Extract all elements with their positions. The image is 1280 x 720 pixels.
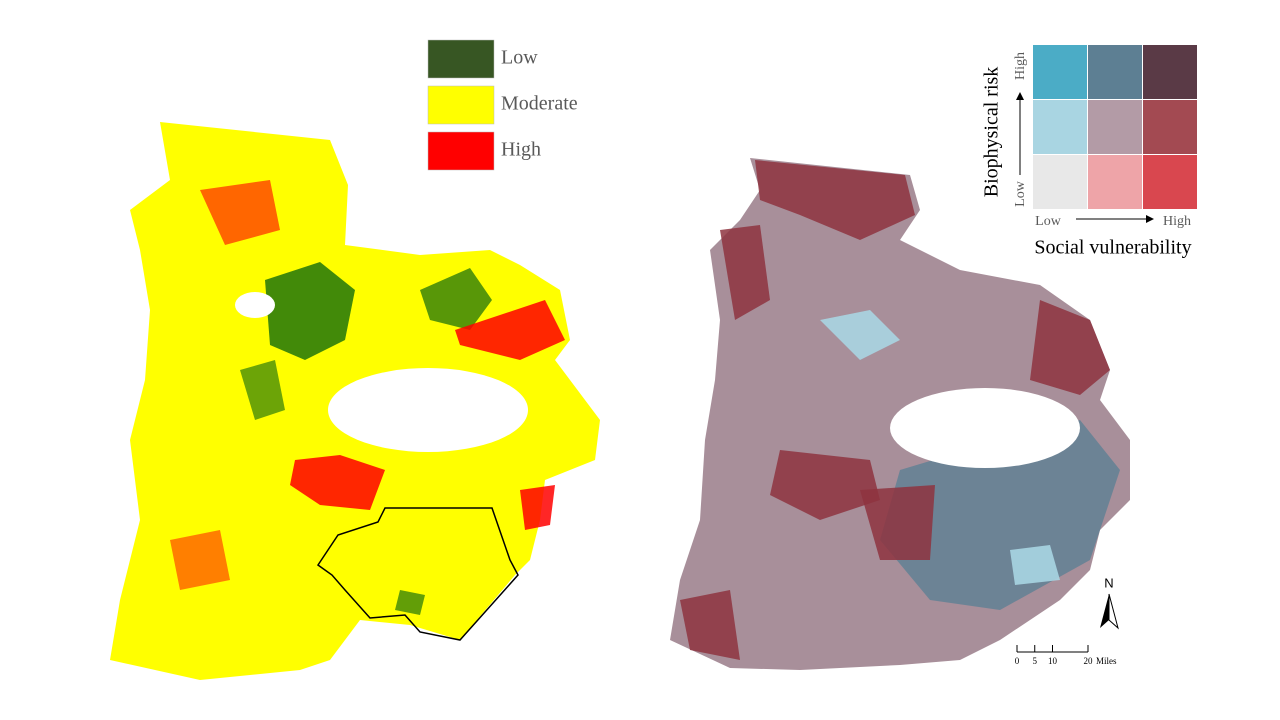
light-blue-area <box>820 310 900 360</box>
high-area <box>290 455 385 510</box>
lake <box>328 368 528 452</box>
legend-label: Moderate <box>501 93 578 115</box>
legend-swatch <box>427 131 495 171</box>
scale-label: 10 <box>1048 656 1058 666</box>
high-area <box>170 530 230 590</box>
low-area <box>420 268 492 330</box>
bivariate-legend: Biophysical risk High Low Low High Social vul… <box>981 45 1197 259</box>
high-area <box>200 180 280 245</box>
scale-bar: 0 5 10 20 Miles <box>1015 645 1117 666</box>
arrow-shape <box>1100 594 1109 628</box>
bivariate-cell <box>1143 155 1197 209</box>
bivariate-cell <box>1033 45 1087 99</box>
blue-area <box>880 420 1120 610</box>
scale-label: 20 <box>1084 656 1094 666</box>
red-area <box>860 485 935 560</box>
bivariate-cell <box>1143 45 1197 99</box>
bivariate-cell <box>1088 45 1142 99</box>
north-label: N <box>1104 575 1113 590</box>
scale-label: 0 <box>1015 656 1020 666</box>
risk-map <box>110 122 600 680</box>
red-area <box>680 590 740 660</box>
red-area <box>1030 300 1110 395</box>
bivariate-map <box>670 158 1130 670</box>
y-axis-title: Biophysical risk <box>981 67 1003 198</box>
x-high-label: High <box>1163 214 1191 229</box>
x-arrow-head <box>1146 215 1154 223</box>
north-arrow: N <box>1100 575 1119 630</box>
legend-swatch <box>427 39 495 79</box>
lake <box>235 292 275 318</box>
lake <box>890 388 1080 468</box>
bivariate-cell <box>1033 100 1087 154</box>
study-boundary <box>316 507 519 641</box>
low-area <box>265 262 355 360</box>
legend-label: Low <box>501 47 538 69</box>
low-area <box>240 360 285 420</box>
bivariate-cell <box>1143 100 1197 154</box>
bivariate-cell <box>1033 155 1087 209</box>
high-area <box>455 300 565 360</box>
y-high-label: High <box>1013 52 1028 80</box>
risk-legend: Low Moderate High <box>427 39 578 171</box>
bivariate-cell <box>1088 155 1142 209</box>
arrow-shape <box>1108 593 1119 630</box>
legend-label: High <box>501 139 541 161</box>
x-axis-title: Social vulnerability <box>1034 237 1191 259</box>
low-area <box>395 590 425 615</box>
legend-swatch <box>427 85 495 125</box>
scale-unit: Miles <box>1096 656 1117 666</box>
y-arrow-head <box>1016 92 1024 100</box>
high-area <box>520 485 555 530</box>
x-low-label: Low <box>1035 214 1062 229</box>
bivariate-cell <box>1088 100 1142 154</box>
y-low-label: Low <box>1013 180 1028 207</box>
scale-label: 5 <box>1033 656 1038 666</box>
light-blue-area <box>1010 545 1060 585</box>
red-area <box>770 450 880 520</box>
red-area <box>720 225 770 320</box>
red-area <box>755 160 915 240</box>
